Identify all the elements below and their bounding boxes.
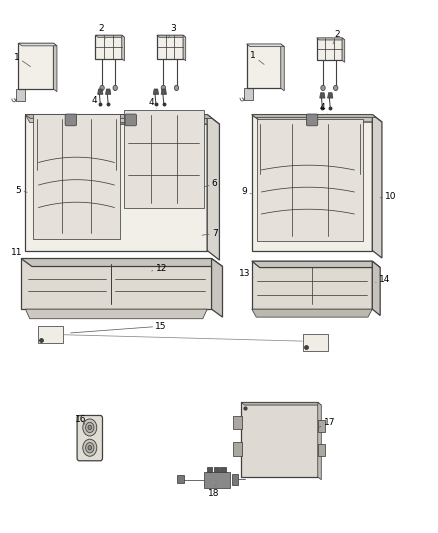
Polygon shape: [244, 88, 253, 100]
Polygon shape: [25, 115, 219, 124]
Polygon shape: [252, 115, 372, 251]
Polygon shape: [212, 259, 223, 317]
Polygon shape: [95, 35, 124, 37]
Text: 11: 11: [11, 248, 24, 261]
Polygon shape: [95, 35, 122, 59]
Polygon shape: [25, 115, 212, 118]
Bar: [177, 475, 184, 483]
Polygon shape: [18, 43, 53, 89]
Polygon shape: [342, 38, 345, 62]
Text: 7: 7: [202, 229, 218, 238]
Text: 13: 13: [239, 269, 253, 278]
Circle shape: [161, 85, 166, 91]
Polygon shape: [25, 115, 207, 123]
Polygon shape: [372, 115, 382, 258]
Polygon shape: [372, 261, 380, 316]
Polygon shape: [53, 43, 57, 92]
Text: 5: 5: [15, 186, 27, 195]
Polygon shape: [252, 309, 372, 317]
Polygon shape: [33, 114, 120, 239]
Text: 16: 16: [75, 415, 87, 424]
Polygon shape: [21, 259, 212, 309]
Bar: [207, 467, 212, 472]
Polygon shape: [252, 115, 382, 122]
Polygon shape: [16, 89, 25, 101]
Text: 1: 1: [250, 52, 264, 64]
Circle shape: [85, 422, 94, 433]
Polygon shape: [153, 89, 159, 94]
Text: 2: 2: [99, 24, 105, 39]
Bar: [232, 474, 238, 485]
Polygon shape: [247, 44, 281, 88]
Polygon shape: [106, 89, 111, 94]
Text: 4: 4: [148, 98, 157, 109]
Circle shape: [83, 419, 97, 436]
Polygon shape: [25, 115, 207, 251]
Bar: [214, 467, 219, 472]
Polygon shape: [241, 402, 318, 477]
Text: 17: 17: [318, 418, 335, 428]
Bar: [318, 444, 325, 456]
Polygon shape: [318, 402, 321, 480]
Polygon shape: [98, 89, 103, 94]
Polygon shape: [252, 261, 372, 309]
Text: 1: 1: [14, 53, 31, 67]
Polygon shape: [21, 259, 223, 266]
FancyBboxPatch shape: [77, 416, 102, 461]
Text: 4: 4: [319, 103, 328, 114]
Text: 2: 2: [333, 30, 340, 44]
Circle shape: [334, 85, 338, 91]
Text: 6: 6: [204, 180, 218, 188]
Polygon shape: [241, 402, 321, 405]
Text: 3: 3: [169, 24, 176, 38]
Circle shape: [174, 85, 179, 91]
FancyBboxPatch shape: [65, 114, 77, 126]
Text: 12: 12: [152, 264, 167, 272]
Circle shape: [113, 85, 117, 91]
Circle shape: [321, 85, 325, 91]
Text: 14: 14: [376, 275, 390, 284]
Text: 15: 15: [71, 322, 167, 333]
Polygon shape: [320, 93, 325, 98]
Circle shape: [85, 442, 94, 453]
Text: 4: 4: [92, 96, 100, 107]
Bar: [318, 420, 325, 432]
Polygon shape: [317, 38, 342, 60]
Bar: [220, 467, 226, 472]
Polygon shape: [161, 89, 166, 94]
Circle shape: [83, 439, 97, 456]
Text: 18: 18: [208, 485, 219, 497]
Polygon shape: [124, 110, 204, 208]
Polygon shape: [252, 115, 376, 118]
Circle shape: [88, 425, 92, 430]
Polygon shape: [207, 115, 219, 260]
Polygon shape: [25, 309, 207, 319]
Polygon shape: [281, 44, 284, 91]
Bar: [303, 334, 328, 351]
FancyBboxPatch shape: [306, 114, 318, 126]
Polygon shape: [157, 35, 183, 59]
Polygon shape: [328, 93, 333, 98]
Polygon shape: [183, 35, 186, 61]
Circle shape: [100, 85, 104, 91]
Text: 10: 10: [380, 192, 396, 200]
Bar: [38, 326, 63, 343]
Text: 9: 9: [241, 188, 251, 196]
Bar: [233, 416, 242, 429]
Polygon shape: [252, 261, 380, 268]
Polygon shape: [247, 44, 284, 47]
Circle shape: [88, 446, 92, 450]
Polygon shape: [257, 118, 363, 241]
Polygon shape: [18, 43, 57, 46]
Bar: [204, 472, 230, 488]
Bar: [233, 442, 242, 456]
Polygon shape: [317, 38, 345, 40]
Polygon shape: [157, 35, 186, 37]
Polygon shape: [122, 35, 124, 61]
FancyBboxPatch shape: [125, 114, 137, 126]
